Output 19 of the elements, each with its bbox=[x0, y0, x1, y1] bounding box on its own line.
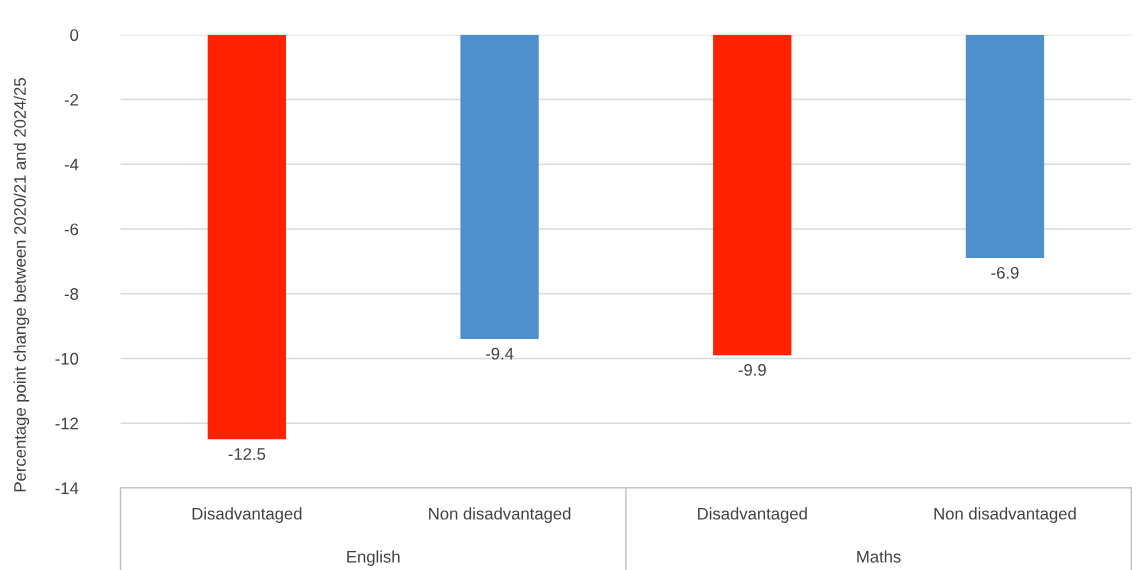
y-tick-label: -12 bbox=[55, 417, 79, 430]
data-label: -12.5 bbox=[228, 448, 266, 460]
data-label: -9.4 bbox=[485, 347, 514, 360]
text: English bbox=[347, 550, 400, 566]
x-tick-label: Non disadvantaged bbox=[429, 507, 571, 523]
y-tick-label: -8 bbox=[64, 288, 79, 300]
data-label: -6.9 bbox=[991, 266, 1019, 279]
data-label: -9.9 bbox=[738, 363, 766, 376]
y-tick-label: -14 bbox=[55, 482, 79, 494]
x-tick-label: Non disadvantaged bbox=[934, 507, 1076, 523]
x-tick-label: Disadvantaged bbox=[192, 507, 302, 523]
x-tick-label: Disadvantaged bbox=[698, 507, 807, 523]
y-axis-title: Percentage point change between 2020/21 and 2024/25 bbox=[13, 78, 30, 492]
y-tick-label: -4 bbox=[64, 158, 79, 171]
y-tick-label: -10 bbox=[55, 352, 79, 365]
text: Maths bbox=[857, 550, 901, 563]
y-tick-label: -2 bbox=[64, 93, 79, 106]
y-tick-label: -6 bbox=[64, 223, 79, 236]
y-tick-label: 0 bbox=[70, 29, 79, 41]
